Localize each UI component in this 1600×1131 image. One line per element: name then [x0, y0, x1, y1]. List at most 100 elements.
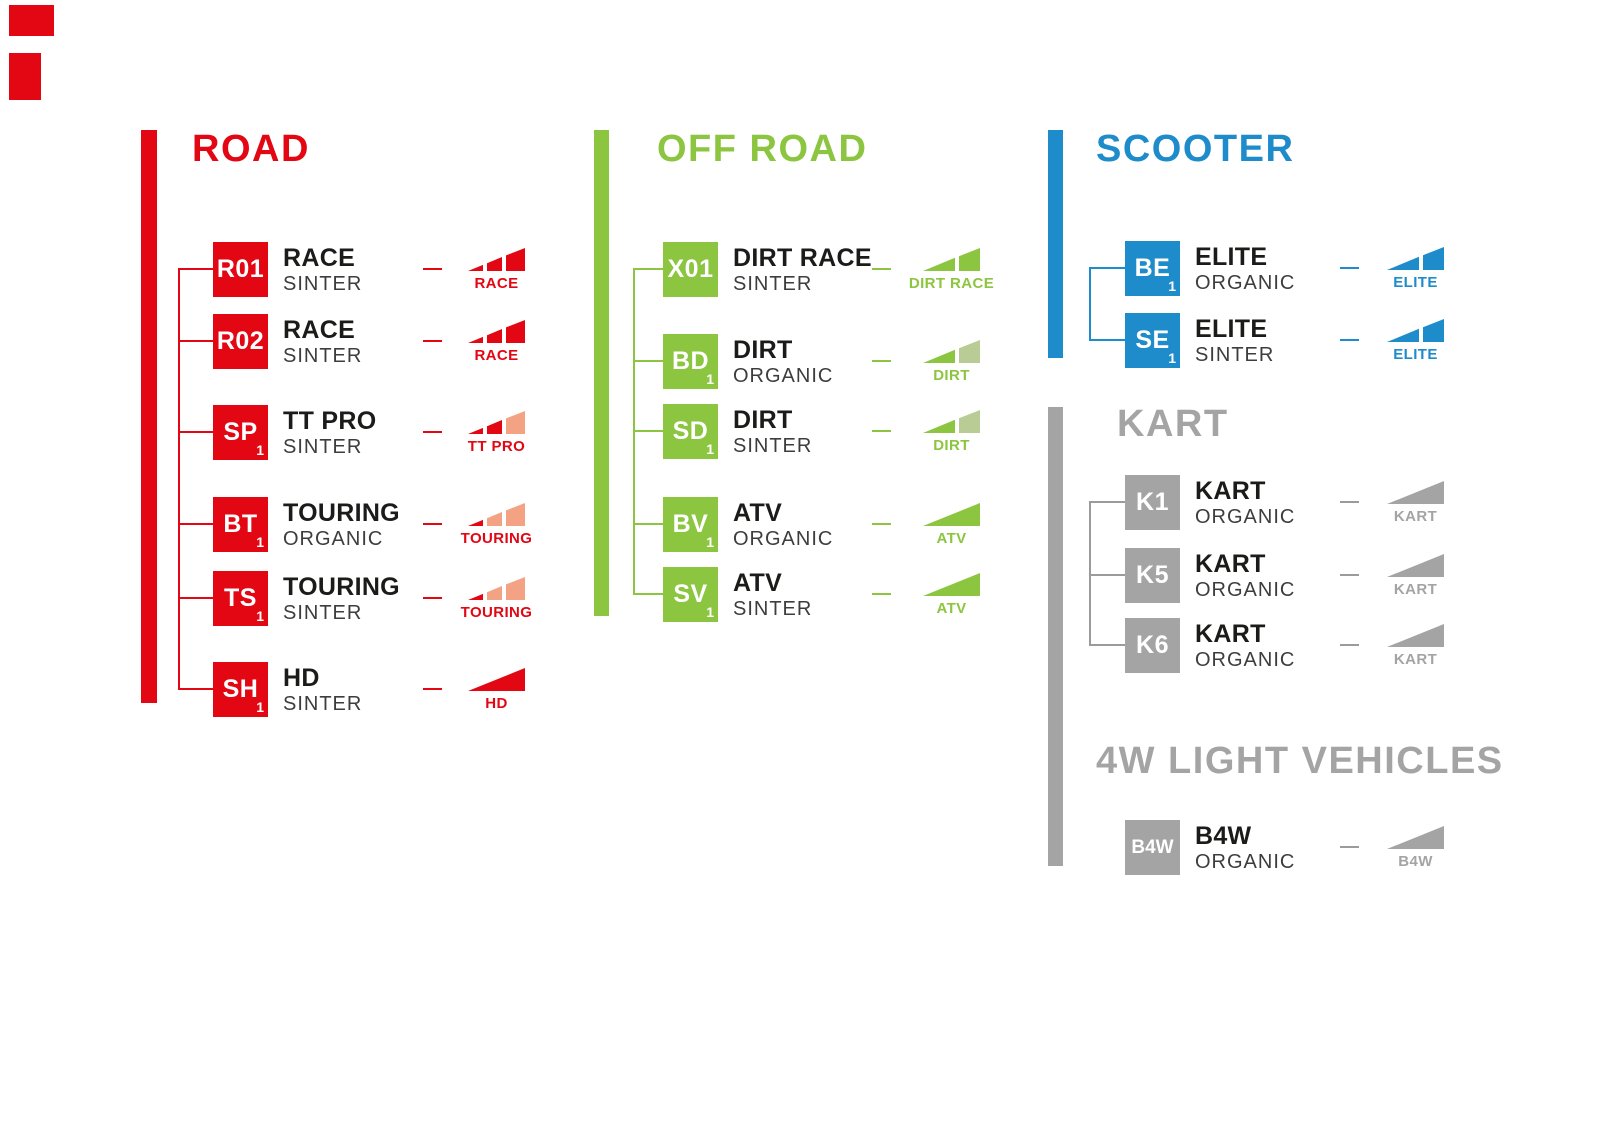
- product-name: RACE: [283, 244, 356, 272]
- product-material: SINTER: [283, 273, 363, 295]
- performance-icon-label: KART: [1393, 581, 1438, 598]
- road-color-bar: [141, 130, 157, 703]
- product-text: DIRT ORGANIC: [733, 337, 833, 389]
- tree-line: [178, 268, 180, 690]
- product-code-box: K1: [1125, 475, 1180, 530]
- performance-icon-label: ATV: [936, 530, 967, 547]
- performance-triangle-icon: ELITE: [1387, 246, 1444, 292]
- connector-dash: [872, 523, 891, 525]
- product-row-k6: K6 KART ORGANIC KART: [1125, 618, 1455, 673]
- performance-icon-label: DIRT RACE: [908, 275, 995, 292]
- tree-line: [1089, 501, 1091, 646]
- connector-dash: [1340, 574, 1359, 576]
- product-text: ATV ORGANIC: [733, 500, 833, 552]
- kart-title: KART: [1117, 403, 1229, 445]
- product-row-r02: R02 RACE SINTER RACE: [213, 314, 543, 369]
- connector-dash: [1340, 644, 1359, 646]
- product-code-box: X01: [663, 242, 718, 297]
- product-code-box: K5: [1125, 548, 1180, 603]
- product-row-x01: X01 DIRT RACE SINTER DIRT RACE: [663, 242, 995, 297]
- product-name: RACE: [283, 316, 356, 344]
- performance-icon-label: B4W: [1398, 853, 1433, 870]
- product-name: KART: [1195, 477, 1266, 505]
- connector-dash: [423, 523, 442, 525]
- product-code: B4W: [1131, 836, 1174, 858]
- tree-line: [633, 430, 663, 432]
- product-name: KART: [1195, 550, 1266, 578]
- tree-line: [633, 268, 663, 270]
- product-code: SD: [672, 417, 709, 445]
- product-row-k5: K5 KART ORGANIC KART: [1125, 548, 1455, 603]
- product-text: RACE SINTER: [283, 317, 362, 369]
- performance-icon-label: KART: [1393, 508, 1438, 525]
- product-code: SH: [222, 675, 259, 703]
- product-row-sp1: SP 1 TT PRO SINTER TT PRO: [213, 405, 543, 460]
- connector-dash: [1340, 846, 1359, 848]
- product-name: TT PRO: [283, 407, 377, 435]
- performance-icon-label: DIRT: [933, 367, 970, 384]
- product-row-se1: SE 1 ELITE SINTER ELITE: [1125, 313, 1455, 368]
- product-code: K5: [1136, 561, 1169, 589]
- performance-icon-label: RACE: [474, 347, 519, 364]
- performance-triangle-icon: ELITE: [1387, 318, 1444, 364]
- product-code-box: K6: [1125, 618, 1180, 673]
- product-code-box: R02: [213, 314, 268, 369]
- tree-line: [178, 523, 213, 525]
- performance-triangle-icon: TT PRO: [468, 410, 525, 456]
- performance-icon-label: ELITE: [1393, 274, 1438, 291]
- connector-dash: [423, 340, 442, 342]
- product-text: RACE SINTER: [283, 245, 362, 297]
- product-row-bv1: BV 1 ATV ORGANIC ATV: [663, 497, 993, 552]
- connector-dash: [872, 268, 891, 270]
- product-code-box: SD 1: [663, 404, 718, 459]
- connector-dash: [872, 360, 891, 362]
- performance-icon-label: TOURING: [460, 530, 533, 547]
- product-name: B4W: [1195, 822, 1252, 850]
- performance-icon-label: RACE: [474, 275, 519, 292]
- decorative-red-mark: [9, 53, 41, 100]
- performance-icon-label: DIRT: [933, 437, 970, 454]
- product-code: BD: [671, 347, 710, 375]
- product-text: ELITE SINTER: [1195, 316, 1274, 368]
- performance-triangle-icon: KART: [1387, 553, 1444, 599]
- product-material: SINTER: [1195, 344, 1275, 366]
- performance-triangle-icon: KART: [1387, 623, 1444, 669]
- tree-line: [178, 340, 213, 342]
- product-material: ORGANIC: [733, 365, 834, 387]
- performance-triangle-icon: ATV: [923, 572, 980, 618]
- product-material: ORGANIC: [283, 528, 384, 550]
- product-code: BV: [672, 510, 709, 538]
- product-code-subscript: 1: [706, 371, 714, 387]
- product-code-subscript: 1: [256, 608, 264, 624]
- connector-dash: [423, 268, 442, 270]
- product-material: SINTER: [733, 273, 813, 295]
- product-row-be1: BE 1 ELITE ORGANIC ELITE: [1125, 241, 1455, 296]
- performance-triangle-icon: TOURING: [461, 502, 532, 548]
- tree-line: [1089, 267, 1125, 269]
- product-code-subscript: 1: [706, 604, 714, 620]
- performance-triangle-icon: KART: [1387, 480, 1444, 526]
- product-material: SINTER: [733, 435, 813, 457]
- performance-triangle-icon: RACE: [468, 247, 525, 293]
- tree-line: [178, 688, 213, 690]
- tree-line: [1089, 574, 1125, 576]
- product-name: ATV: [733, 499, 783, 527]
- product-code: K6: [1136, 631, 1169, 659]
- product-name: ELITE: [1195, 315, 1268, 343]
- product-code-box: SE 1: [1125, 313, 1180, 368]
- product-code: BE: [1134, 254, 1171, 282]
- kart-color-bar: [1048, 407, 1063, 866]
- product-text: HD SINTER: [283, 665, 362, 717]
- product-code-box: B4W: [1125, 820, 1180, 875]
- product-code-box: BD 1: [663, 334, 718, 389]
- product-code: BT: [223, 510, 258, 538]
- product-material: ORGANIC: [1195, 649, 1296, 671]
- scooter-title: SCOOTER: [1096, 128, 1295, 170]
- product-code-box: SV 1: [663, 567, 718, 622]
- product-row-sd1: SD 1 DIRT SINTER DIRT: [663, 404, 993, 459]
- product-name: DIRT: [733, 336, 793, 364]
- off-road-title: OFF ROAD: [657, 128, 868, 170]
- product-name: TOURING: [283, 499, 400, 527]
- product-code-subscript: 1: [1168, 350, 1176, 366]
